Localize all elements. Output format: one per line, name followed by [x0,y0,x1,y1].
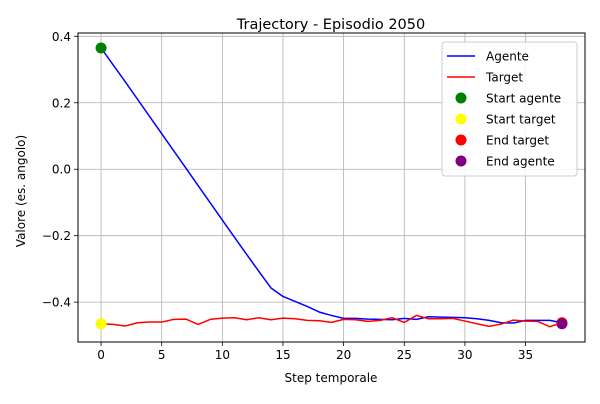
tick-layer: 0 5 10 15 20 25 30 35 −0.4 −0.2 0.0 0.2 0.4 [42,30,533,362]
legend-label: Target [485,71,523,85]
x-axis-label: Step temporale [285,371,378,385]
plot-frame [77,32,586,343]
legend-label: Start agente [486,92,561,106]
y-tick-label: 0.2 [52,96,71,110]
x-tick-label: 5 [158,348,166,362]
x-tick-label: 25 [397,348,412,362]
legend-marker-start-target [455,113,467,125]
chart-title: Trajectory - Episodio 2050 [236,17,425,33]
legend-marker-end-target [455,134,467,146]
legend-label: Start target [486,113,556,127]
x-tick-label: 30 [457,348,472,362]
legend-label: End target [486,134,549,148]
x-tick-label: 10 [215,348,230,362]
legend-box [441,41,578,177]
legend-label: Agente [486,50,529,64]
marker-layer [95,42,568,330]
y-tick-label: 0.0 [52,163,71,177]
x-tick-label: 0 [97,348,105,362]
y-tick-label: −0.4 [42,296,71,310]
legend-marker-end-agente [455,155,467,167]
legend-marker-start-agente [455,92,467,104]
y-tick-label: 0.4 [52,30,71,44]
legend: Agente Target Start agente Start target End … [441,41,578,177]
marker-end-agente [556,318,568,330]
x-tick-label: 15 [275,348,290,362]
x-tick-label: 20 [336,348,351,362]
marker-start-agente [95,42,107,54]
x-tick-label: 35 [518,348,533,362]
y-tick-label: −0.2 [42,229,71,243]
series-layer [100,47,563,328]
series-line-target [101,314,563,328]
legend-label: End agente [486,155,555,169]
marker-start-target [95,318,107,330]
series-line-agente [100,47,563,324]
y-axis-label: Valore (es. angolo) [14,135,28,247]
